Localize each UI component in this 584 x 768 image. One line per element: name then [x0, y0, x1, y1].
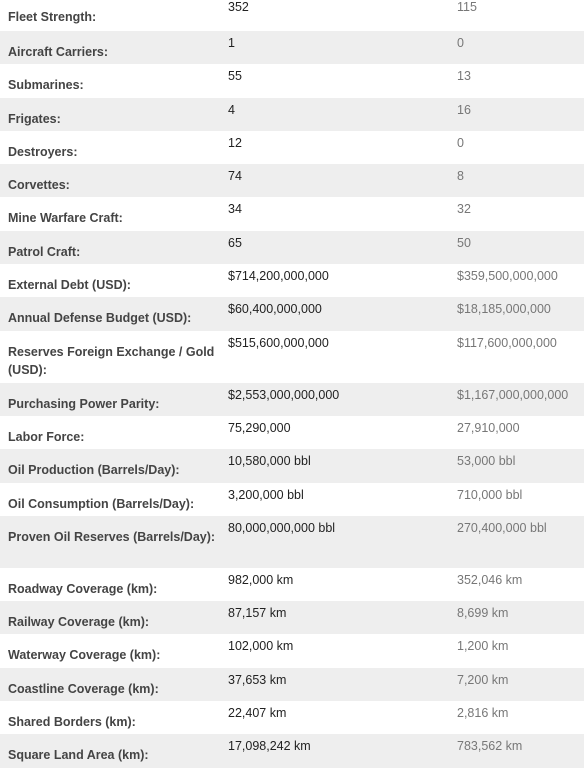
cell-value: 783,562 km [457, 739, 523, 754]
row-label: Annual Defense Budget (USD): [8, 311, 192, 326]
table-row: Aircraft Carriers: 1 0 [0, 31, 584, 65]
cell-value: 55 [228, 69, 242, 84]
table-row: Roadway Coverage (km): 982,000 km 352,046 … [0, 568, 584, 601]
table-row: Purchasing Power Parity: $2,553,000,000,0… [0, 382, 584, 416]
row-label: Proven Oil Reserves (Barrels/Day): [8, 529, 216, 544]
cell-value: 80,000,000,000 bbl [228, 520, 336, 535]
row-label: Labor Force: [8, 429, 85, 444]
table-row: Oil Production (Barrels/Day): 10,580,000 … [0, 449, 584, 483]
cell-value: $359,500,000,000 [457, 269, 558, 284]
table-row: Destroyers: 12 0 [0, 131, 584, 164]
table-row: Annual Defense Budget (USD): $60,400,000,… [0, 297, 584, 331]
cell-value: $18,185,000,000 [457, 302, 551, 317]
table-row: Corvettes: 74 8 [0, 164, 584, 198]
row-label: Waterway Coverage (km): [8, 648, 161, 663]
table-row: Mine Warfare Craft: 34 32 [0, 197, 584, 230]
table-row: Patrol Craft: 65 50 [0, 230, 584, 265]
cell-value: 3,200,000 bbl [228, 487, 304, 502]
cell-value: 27,910,000 [457, 420, 520, 435]
row-label: Coastline Coverage (km): [8, 681, 159, 696]
table-row: Frigates: 4 16 [0, 97, 584, 131]
cell-value: $117,600,000,000 [457, 335, 557, 350]
table-row: External Debt (USD): $714,200,000,000 $359… [0, 264, 584, 297]
row-label: External Debt (USD): [8, 278, 131, 293]
cell-value: 4 [228, 102, 235, 117]
table-row: Square Land Area (km): 17,098,242 km 783,5… [0, 734, 584, 768]
table-row: Labor Force: 75,290,000 27,910,000 [0, 416, 584, 449]
table-row: Coastline Coverage (km): 37,653 km 7,200 k… [0, 667, 584, 702]
cell-value: 0 [457, 135, 464, 150]
row-label: Mine Warfare Craft: [8, 211, 123, 226]
table-row: Waterway Coverage (km): 102,000 km 1,200 k… [0, 634, 584, 667]
cell-value: 352 [228, 0, 249, 14]
table-row: Submarines: 55 13 [0, 64, 584, 97]
table-row: Oil Consumption (Barrels/Day): 3,200,000 … [0, 483, 584, 516]
row-label: Submarines: [8, 78, 84, 93]
row-label: Fleet Strength: [8, 10, 97, 24]
row-label: Square Land Area (km): [8, 748, 149, 763]
row-label: Shared Borders (km): [8, 715, 136, 730]
row-label: Corvettes: [8, 178, 70, 193]
cell-value: 102,000 km [228, 639, 294, 654]
cell-value: 34 [228, 202, 242, 217]
cell-value: 0 [457, 36, 464, 50]
cell-value: 982,000 km [228, 572, 294, 587]
cell-value: 270,400,000 bbl [457, 520, 547, 535]
cell-value: 10,580,000 bbl [228, 454, 311, 469]
cell-value: 50 [457, 235, 471, 250]
cell-value: $515,600,000,000 [228, 335, 329, 350]
cell-value: $1,167,000,000,000 [457, 387, 569, 402]
cell-value: 352,046 km [457, 572, 523, 587]
cell-value: 12 [228, 135, 242, 150]
cell-value: 17,098,242 km [228, 739, 311, 754]
row-label: Destroyers: [8, 144, 78, 159]
row-label: Frigates: [8, 111, 61, 126]
cell-value: $2,553,000,000,000 [228, 387, 340, 402]
cell-value: 87,157 km [228, 606, 287, 621]
table-row: Railway Coverage (km): 87,157 km 8,699 km [0, 601, 584, 635]
row-label: Oil Production (Barrels/Day): [8, 463, 180, 478]
cell-value: $714,200,000,000 [228, 269, 329, 284]
cell-value: 1 [228, 36, 235, 50]
cell-value: 65 [228, 235, 242, 250]
cell-value: 32 [457, 202, 471, 217]
cell-value: 1,200 km [457, 639, 509, 654]
table-row: Fleet Strength: 352 115 [0, 0, 584, 31]
cell-value: $60,400,000,000 [228, 302, 322, 317]
cell-value: 710,000 bbl [457, 487, 523, 502]
row-label: Roadway Coverage (km): [8, 581, 158, 596]
cell-value: 22,407 km [228, 706, 287, 721]
row-label: Patrol Craft: [8, 244, 81, 259]
cell-value: 7,200 km [457, 672, 509, 687]
cell-value: 8 [457, 169, 464, 184]
cell-value: 75,290,000 [228, 420, 291, 435]
cell-value: 37,653 km [228, 672, 287, 687]
row-label: Railway Coverage (km): [8, 615, 150, 630]
row-label: Purchasing Power Parity: [8, 396, 160, 411]
cell-value: 2,816 km [457, 706, 509, 721]
cell-value: 115 [457, 0, 477, 14]
cell-value: 74 [228, 169, 242, 184]
cell-value: 53,000 bbl [457, 454, 516, 469]
table-row: Proven Oil Reserves (Barrels/Day): 80,000… [0, 515, 584, 568]
row-label: Oil Consumption (Barrels/Day): [8, 496, 195, 511]
cell-value: 13 [457, 69, 471, 84]
row-label: Reserves Foreign Exchange / Gold (USD): [8, 344, 215, 377]
cell-value: 8,699 km [457, 606, 509, 621]
cell-value: 16 [457, 102, 471, 117]
row-label: Aircraft Carriers: [8, 45, 109, 59]
table-row: Reserves Foreign Exchange / Gold (USD): $… [0, 331, 584, 383]
table-row: Shared Borders (km): 22,407 km 2,816 km [0, 701, 584, 734]
